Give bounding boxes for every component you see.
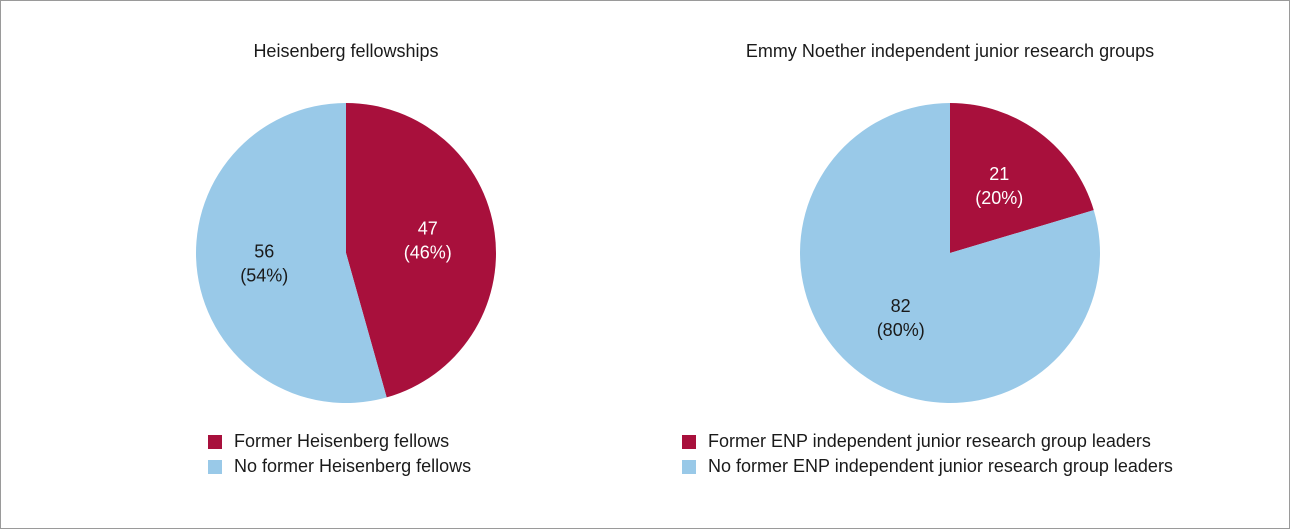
- legend-label: Former ENP independent junior research g…: [708, 431, 1151, 451]
- chart-title: Emmy Noether independent junior research…: [746, 41, 1154, 61]
- legend-swatch: [208, 435, 222, 449]
- data-label: 82 (80%): [877, 296, 925, 340]
- pie-slice: [950, 103, 1094, 253]
- legend-swatch: [682, 460, 696, 474]
- pie-slice: [346, 103, 496, 398]
- chart-title: Heisenberg fellowships: [253, 41, 438, 61]
- pie-slice: [195, 103, 387, 403]
- legend-label: Former Heisenberg fellows: [234, 431, 449, 451]
- data-label: 21 (20%): [975, 164, 1023, 208]
- legend-swatch: [682, 435, 696, 449]
- legend-label: No former ENP independent junior researc…: [708, 456, 1173, 476]
- data-label: 47 (46%): [404, 218, 452, 262]
- data-label: 56 (54%): [240, 241, 288, 285]
- legend-label: No former Heisenberg fellows: [234, 456, 471, 476]
- legend-swatch: [208, 460, 222, 474]
- pie-slice: [800, 103, 1100, 404]
